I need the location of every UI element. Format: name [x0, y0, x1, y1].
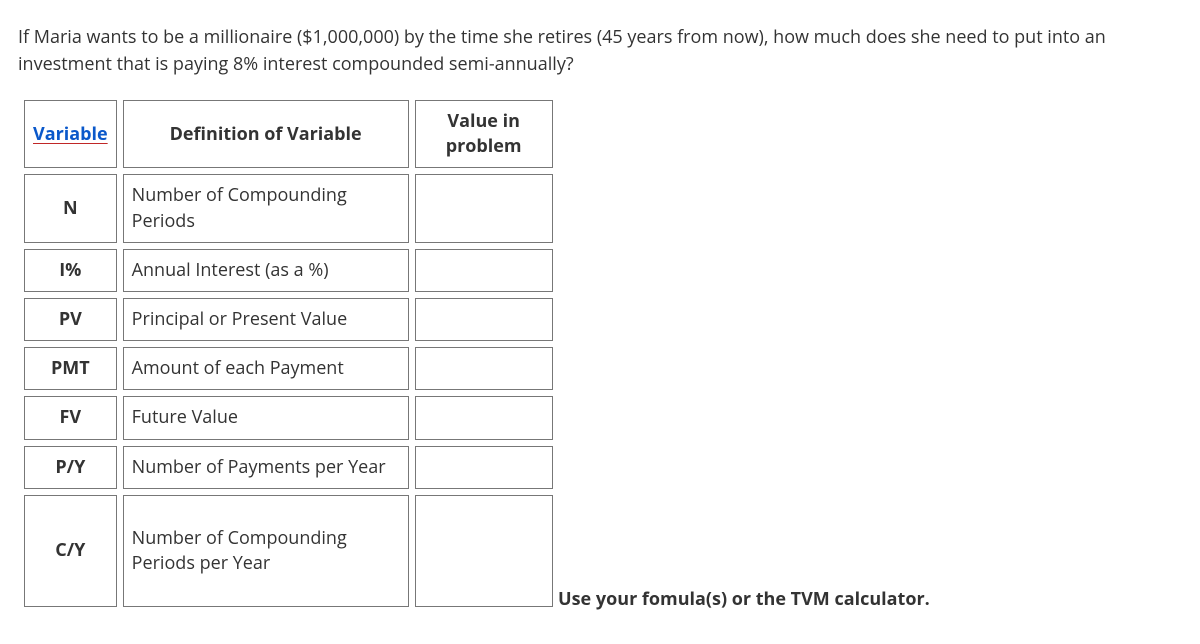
- page-root: If Maria wants to be a millionaire ($1,0…: [0, 0, 1200, 623]
- def-cell: Number of Compounding Periods per Year: [123, 495, 409, 607]
- var-cell: PMT: [24, 347, 117, 390]
- table-row: C/Y Number of Compounding Periods per Ye…: [24, 495, 553, 607]
- val-cell[interactable]: [415, 298, 553, 341]
- var-cell: P/Y: [24, 446, 117, 489]
- var-cell: N: [24, 174, 117, 242]
- def-cell: Future Value: [123, 396, 409, 439]
- header-variable: Variable: [24, 100, 117, 168]
- tvm-table: Variable Definition of Variable Value in…: [18, 94, 559, 613]
- variable-link[interactable]: Variable: [33, 122, 108, 146]
- table-row: FV Future Value: [24, 396, 553, 439]
- var-cell: FV: [24, 396, 117, 439]
- def-cell: Number of Payments per Year: [123, 446, 409, 489]
- var-cell: I%: [24, 249, 117, 292]
- def-cell: Principal or Present Value: [123, 298, 409, 341]
- val-cell[interactable]: [415, 446, 553, 489]
- table-header-row: Variable Definition of Variable Value in…: [24, 100, 553, 168]
- val-cell[interactable]: [415, 249, 553, 292]
- val-cell[interactable]: [415, 396, 553, 439]
- table-row: N Number of Compounding Periods: [24, 174, 553, 242]
- content-row: Variable Definition of Variable Value in…: [18, 94, 1182, 613]
- val-cell[interactable]: [415, 495, 553, 607]
- var-cell: C/Y: [24, 495, 117, 607]
- header-definition: Definition of Variable: [123, 100, 409, 168]
- val-cell[interactable]: [415, 174, 553, 242]
- def-cell: Number of Compounding Periods: [123, 174, 409, 242]
- def-cell: Amount of each Payment: [123, 347, 409, 390]
- table-row: PMT Amount of each Payment: [24, 347, 553, 390]
- var-cell: PV: [24, 298, 117, 341]
- footer-note: Use your fomula(s) or the TVM calculator…: [558, 587, 930, 611]
- table-row: PV Principal or Present Value: [24, 298, 553, 341]
- def-cell: Annual Interest (as a %): [123, 249, 409, 292]
- header-value: Value in problem: [415, 100, 553, 168]
- table-row: I% Annual Interest (as a %): [24, 249, 553, 292]
- val-cell[interactable]: [415, 347, 553, 390]
- table-row: P/Y Number of Payments per Year: [24, 446, 553, 489]
- question-text: If Maria wants to be a millionaire ($1,0…: [18, 24, 1182, 78]
